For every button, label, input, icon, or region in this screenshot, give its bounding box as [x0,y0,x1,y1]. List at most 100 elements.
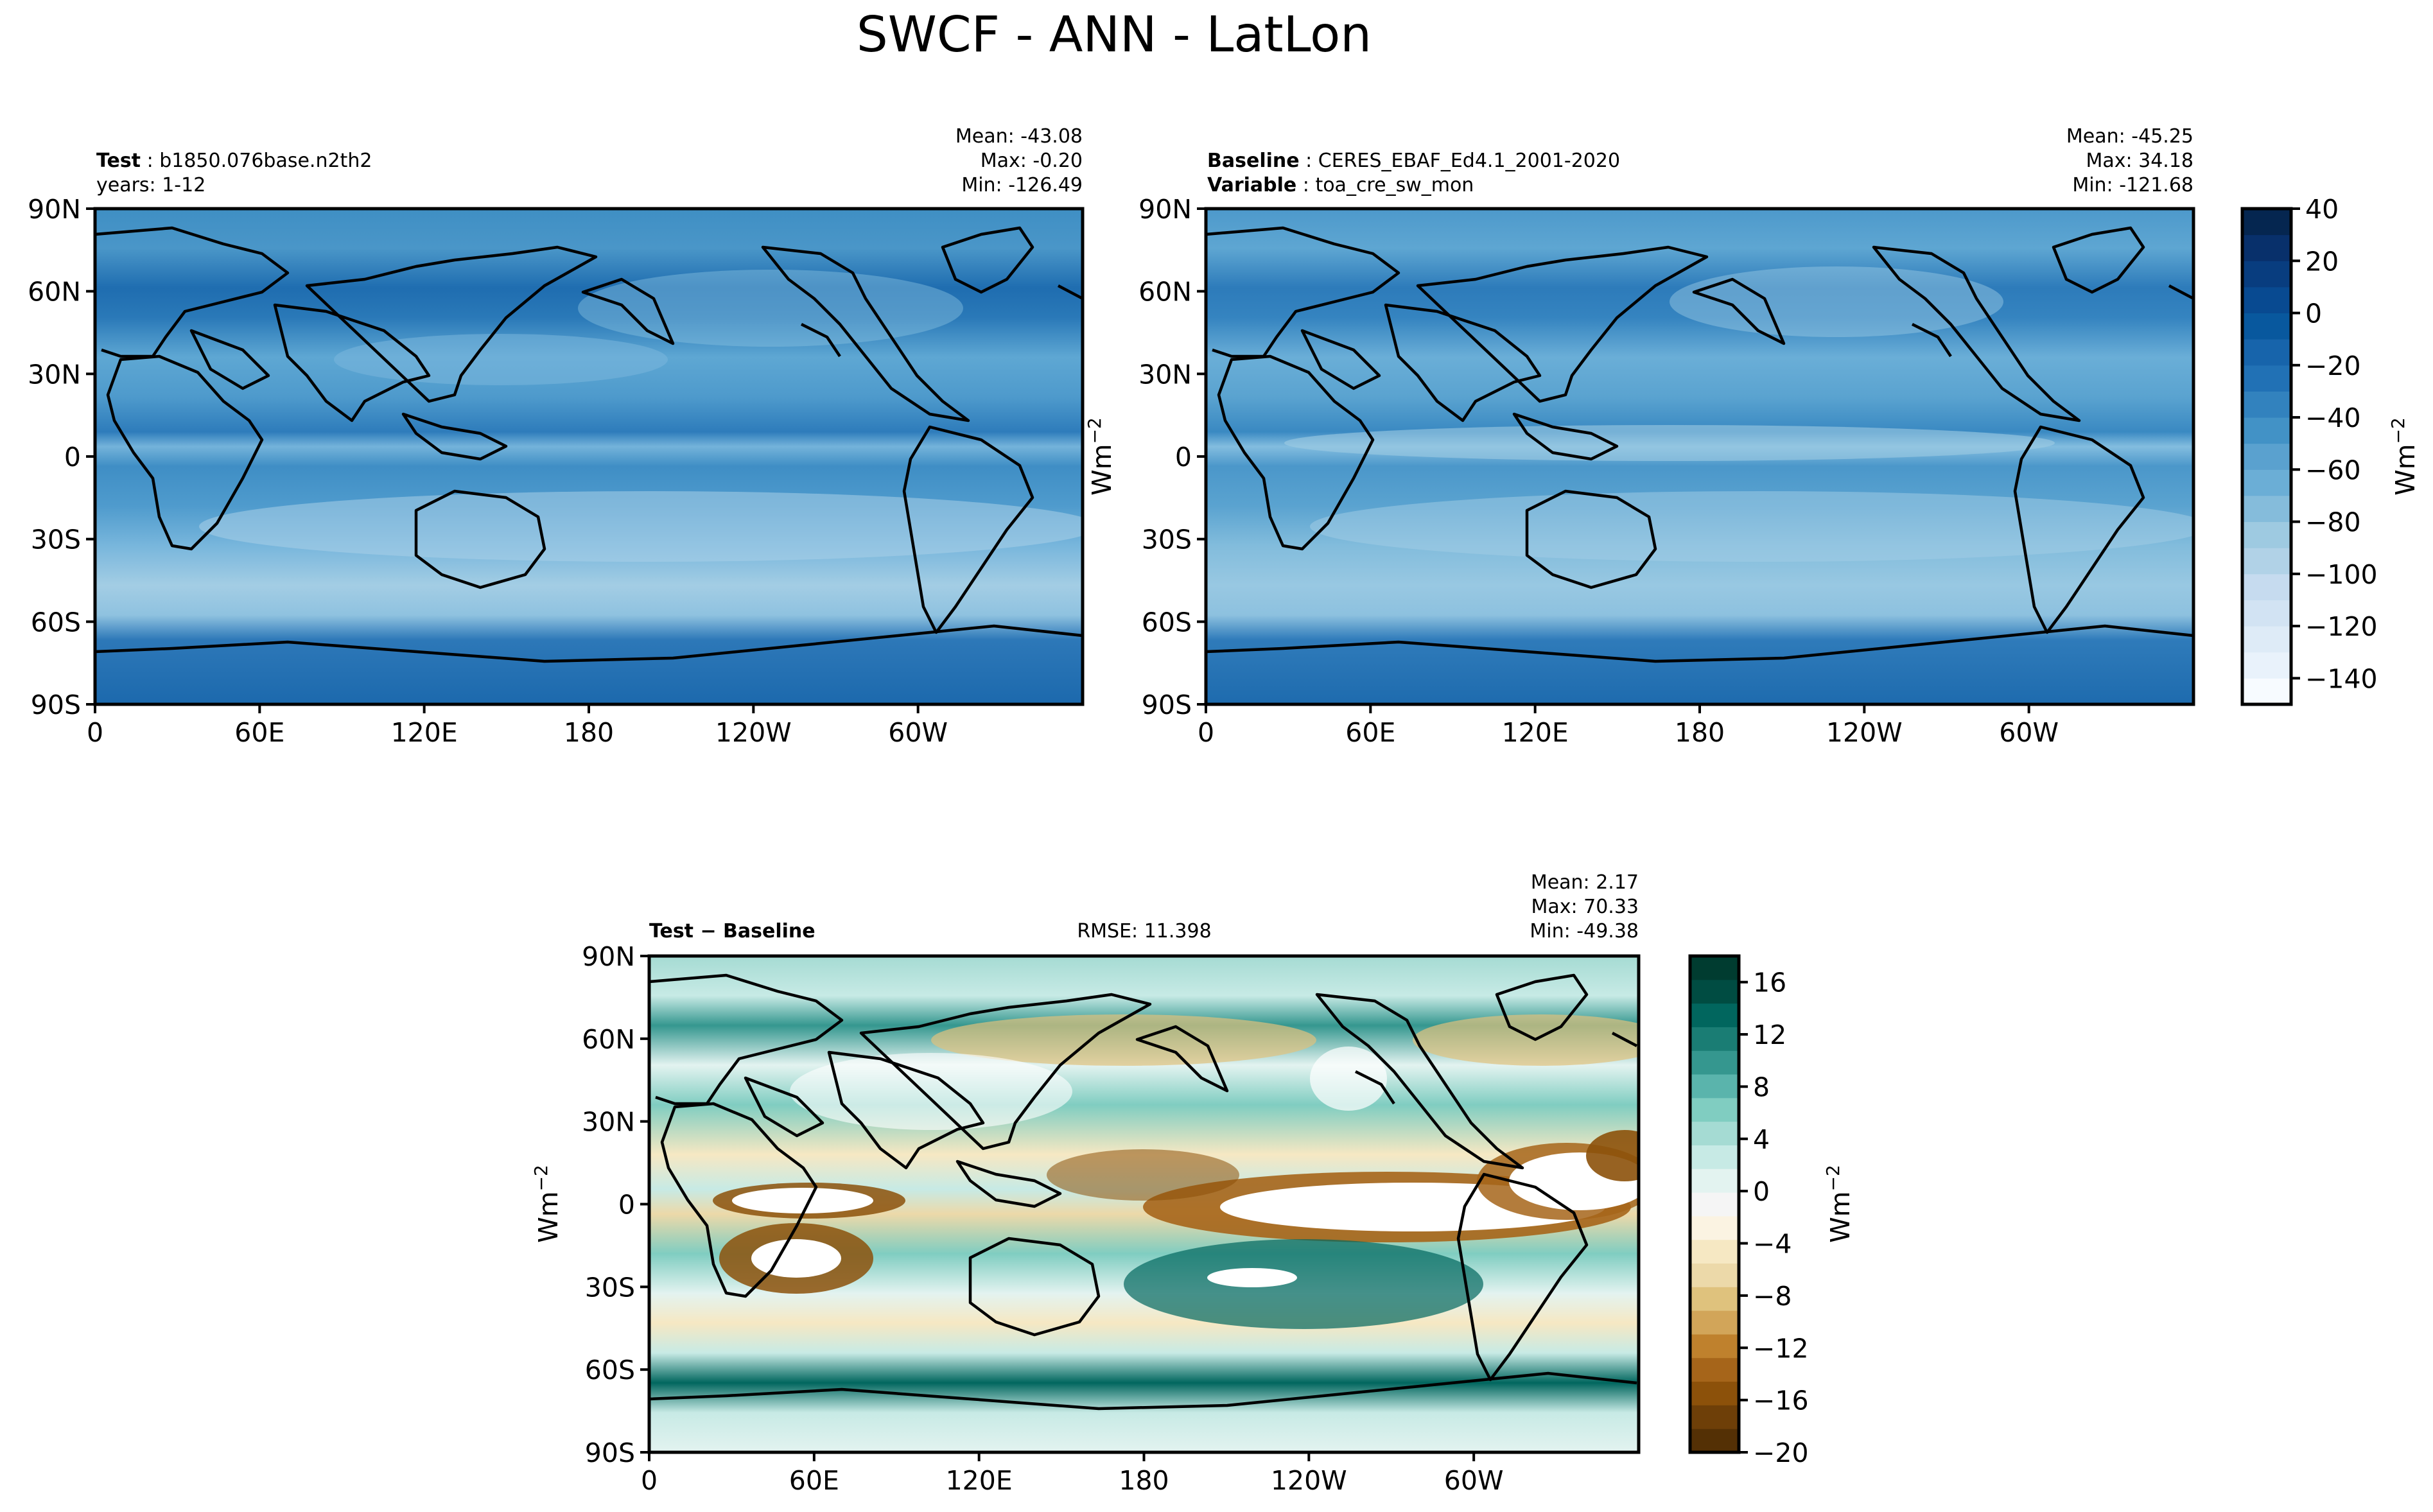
diff-lon-tick-label: 120W [1271,1465,1347,1496]
diff-colorbar-tick-label: 4 [1753,1124,1770,1155]
diff-max: Max: 70.33 [1531,896,1639,918]
baseline-lon-tick-label: 60W [1999,717,2059,748]
diff-colorbar-swatch [1690,1357,1739,1382]
baseline-mean: Mean: -45.25 [2066,125,2193,148]
main-colorbar-tick-label: −20 [2305,351,2361,381]
test-lon-axis: 0 60E 120E 180 120W 60W [87,704,948,748]
test-lat-tick-label: 60N [28,277,81,308]
diff-lon-tick-label: 180 [1119,1465,1169,1496]
main-colorbar-swatch [2242,391,2291,418]
diff-label: Test − Baseline [649,920,815,943]
diff-colorbar-tick-label: −20 [1753,1438,1809,1468]
diff-colorbar-tick-label: 0 [1753,1176,1770,1207]
diff-colorbar-swatch [1690,1169,1739,1193]
baseline-lon-tick-label: 120W [1826,717,1903,748]
diff-colorbar-swatch [1690,1003,1739,1027]
main-colorbar-swatch [2242,313,2291,340]
main-colorbar-swatch [2242,573,2291,600]
main-colorbar-swatch [2242,234,2291,261]
diff-colorbar-swatch [1690,1381,1739,1405]
test-lon-tick-label: 120E [391,717,458,748]
main-colorbar-swatch [2242,495,2291,523]
test-lon-tick-label: 180 [564,717,614,748]
diff-colorbar-swatch [1690,1334,1739,1359]
diff-colorbar-swatches [1690,956,1739,1453]
diff-colorbar-swatch [1690,1215,1739,1240]
main-colorbar-swatch [2242,261,2291,288]
test-lat-tick-label: 30S [31,525,81,555]
test-lon-tick-label: 0 [87,717,103,748]
main-colorbar-swatch [2242,521,2291,548]
main-colorbar-swatch [2242,443,2291,470]
diff-mean: Mean: 2.17 [1531,871,1639,894]
diff-colorbar-swatch [1690,1405,1739,1429]
diff-colorbar-tick-label: 12 [1753,1020,1786,1050]
diff-colorbar-swatch [1690,1145,1739,1169]
diff-colorbar: 16 12 8 4 0 −4 −8 −12 −16 −20 Wm−2 [1688,954,1856,1468]
diff-colorbar-tick-label: −8 [1753,1281,1792,1312]
diff-colorbar-tick-label: −16 [1753,1386,1809,1416]
diff-colorbar-swatch [1690,1310,1739,1335]
diff-colorbar-tick-label: −12 [1753,1333,1809,1364]
diff-lon-tick-label: 120E [946,1465,1013,1496]
diff-colorbar-swatch [1690,1429,1739,1453]
diff-ylabel: Wm−2 [530,1165,564,1243]
test-lon-tick-label: 60W [888,717,948,748]
test-years: years: 1-12 [96,174,205,196]
main-colorbar-swatch [2242,548,2291,575]
baseline-lon-tick-label: 0 [1198,717,1214,748]
test-label: Test : b1850.076base.n2th2 [96,150,372,172]
diff-lat-tick-label: 60N [582,1024,635,1055]
main-colorbar-swatch [2242,600,2291,627]
main-colorbar-tick-label: −140 [2305,663,2378,694]
diff-lon-tick-label: 60W [1444,1465,1504,1496]
baseline-lon-axis: 0 60E 120E 180 120W 60W [1198,704,2059,748]
main-colorbar-swatch [2242,626,2291,653]
diff-colorbar-tick-label: 16 [1753,968,1786,998]
baseline-variable: Variable : toa_cre_sw_mon [1207,174,1474,196]
diff-colorbar-swatch [1690,1027,1739,1051]
diff-colorbar-tick-label: 8 [1753,1072,1770,1102]
baseline-panel: Baseline : CERES_EBAF_Ed4.1_2001-2020 Va… [1084,125,2195,748]
main-colorbar-swatch [2242,286,2291,314]
main-colorbar-tick-label: 20 [2305,246,2339,277]
diff-colorbar-swatch [1690,1192,1739,1217]
diff-colorbar-swatch [1690,1050,1739,1075]
test-mean: Mean: -43.08 [955,125,1083,148]
test-min: Min: -126.49 [961,174,1083,196]
test-lat-tick-label: 60S [31,607,81,638]
diff-lat-tick-label: 30N [582,1107,635,1138]
main-colorbar-tick-label: −40 [2305,403,2361,433]
diff-colorbar-tick-label: −4 [1753,1229,1792,1260]
main-colorbar: 40 20 0 −20 −40 −60 −80 −100 −120 −140 Wm−2 [2240,194,2421,706]
baseline-lat-axis: 90N 60N 30N 0 30S 60S 90S [1138,194,1206,720]
test-lat-tick-label: 90S [31,690,81,720]
main-colorbar-swatch [2242,417,2291,444]
diff-colorbar-unit: Wm−2 [1822,1165,1856,1243]
test-lat-axis: 90N 60N 30N 0 30S 60S 90S [28,194,95,720]
baseline-lat-tick-label: 90N [1138,194,1192,225]
test-panel: Test : b1850.076base.n2th2 years: 1-12 M… [28,125,1085,748]
main-colorbar-swatch [2242,652,2291,679]
diff-lon-tick-label: 0 [641,1465,658,1496]
main-colorbar-swatch [2242,339,2291,366]
main-colorbar-ticks: 40 20 0 −20 −40 −60 −80 −100 −120 −140 [2291,194,2378,694]
main-colorbar-tick-label: 0 [2305,299,2322,329]
diff-colorbar-swatch [1690,1121,1739,1145]
test-max: Max: -0.20 [981,150,1083,172]
test-lat-tick-label: 30N [28,359,81,390]
diff-colorbar-swatch [1690,1074,1739,1099]
diff-colorbar-swatch [1690,1097,1739,1122]
diff-min: Min: -49.38 [1530,920,1639,943]
diff-colorbar-swatch [1690,1239,1739,1264]
diff-lat-tick-label: 30S [585,1272,635,1303]
diff-lon-tick-label: 60E [789,1465,839,1496]
diff-lat-tick-label: 90S [585,1438,635,1468]
diff-colorbar-swatch [1690,956,1739,980]
baseline-lat-tick-label: 0 [1175,442,1192,473]
diff-colorbar-swatch [1690,1287,1739,1311]
baseline-lat-tick-label: 90S [1142,690,1192,720]
baseline-ylabel: Wm−2 [1084,417,1118,496]
main-colorbar-unit: Wm−2 [2387,417,2421,496]
main-colorbar-swatch [2242,678,2291,705]
